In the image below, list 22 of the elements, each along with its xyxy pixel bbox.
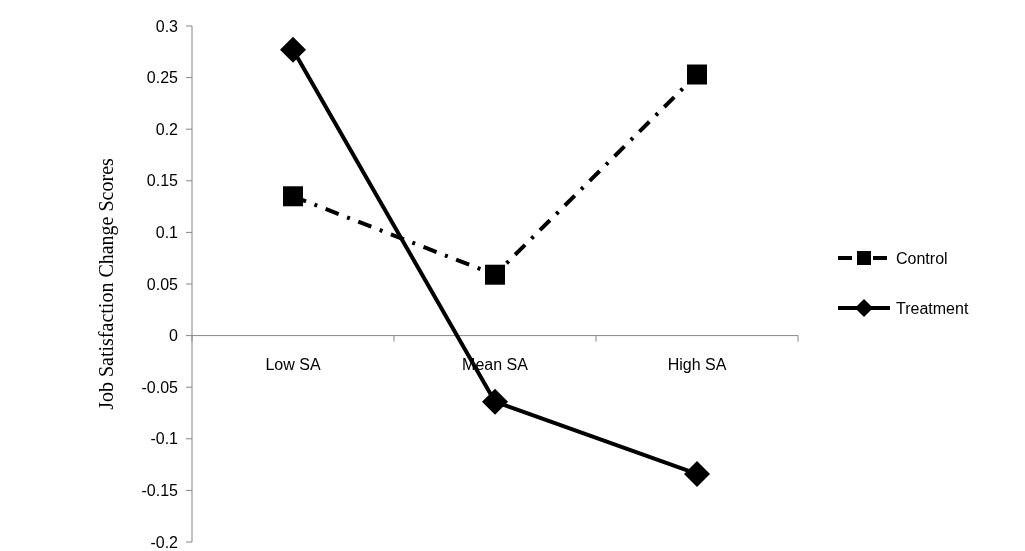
x-tick-label: Low SA [265,355,321,373]
y-tick-label: 0 [169,327,179,345]
legend-label: Treatment [896,299,969,317]
y-tick-label: 0.15 [146,172,179,190]
point [687,64,707,85]
y-tick-label: 0.1 [155,224,179,241]
point [485,264,505,285]
x-tick-label: High SA [667,355,727,373]
y-tick-label: -0.15 [141,482,179,499]
y-tick-label: 0.05 [146,275,179,293]
point [280,36,306,63]
y-tick-label: -0.1 [150,430,179,448]
legend-label: Control [896,249,948,267]
y-tick-label: 0.3 [155,17,179,35]
y-tick-label: 0.2 [155,120,179,138]
y-axis-title: Job Satisfaction Change Scores [95,157,118,410]
point [283,186,303,207]
point [482,388,508,415]
y-tick-label: -0.2 [150,533,179,551]
y-tick-label: 0.25 [146,69,179,87]
y-tick-label: -0.05 [141,378,179,396]
point [684,460,710,487]
